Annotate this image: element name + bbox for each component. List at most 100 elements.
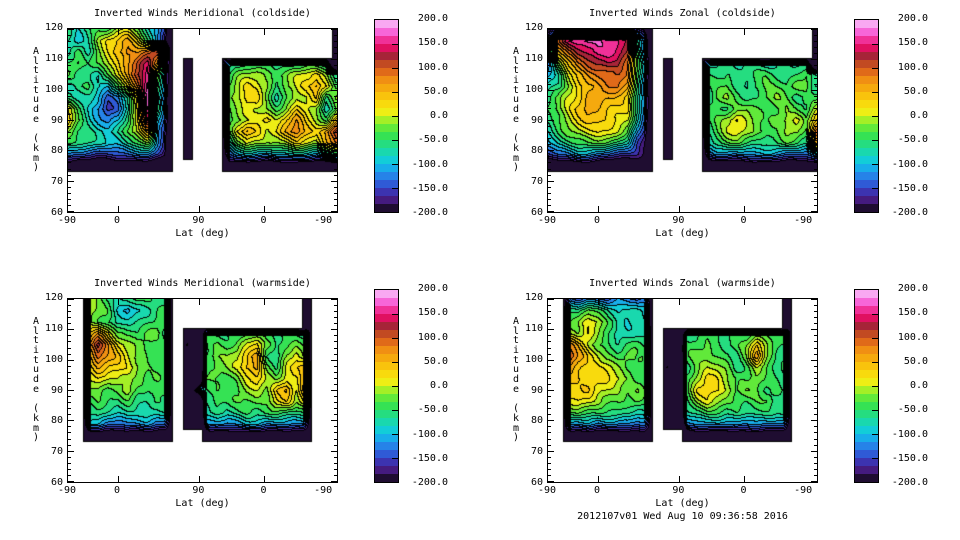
colorbar-band	[855, 450, 878, 458]
y-major-tick	[811, 360, 817, 361]
y-axis-title-char: )	[32, 162, 40, 174]
x-tick-label: 0	[113, 485, 121, 496]
colorbar-band	[375, 354, 398, 362]
x-major-tick	[679, 476, 680, 482]
y-minor-tick	[814, 366, 817, 367]
colorbar-band	[855, 338, 878, 346]
colorbar-band	[855, 68, 878, 76]
y-major-tick	[811, 390, 817, 391]
plot-title: Inverted Winds Zonal (warmside)	[589, 278, 776, 289]
y-minor-tick	[814, 457, 817, 458]
y-minor-tick	[814, 53, 817, 54]
y-major-tick	[548, 59, 554, 60]
y-minor-tick	[68, 463, 71, 464]
colorbar-tick	[392, 116, 398, 117]
y-major-tick	[68, 299, 74, 300]
colorbar-band	[375, 132, 398, 140]
colorbar-band	[375, 362, 398, 370]
y-axis-title-char: d	[32, 374, 40, 386]
y-axis-title-char: m	[512, 152, 520, 164]
colorbar-tick-label: 0.0	[429, 380, 448, 391]
colorbar	[854, 289, 879, 483]
colorbar-band	[375, 338, 398, 346]
y-minor-tick	[814, 408, 817, 409]
colorbar-band	[375, 140, 398, 148]
colorbar-tick	[392, 92, 398, 93]
colorbar-band	[855, 394, 878, 402]
x-tick-label: -90	[314, 215, 333, 226]
y-major-tick	[331, 390, 337, 391]
y-minor-tick	[334, 354, 337, 355]
x-major-tick	[744, 476, 745, 482]
x-major-tick	[598, 29, 599, 35]
colorbar-band	[375, 164, 398, 172]
y-minor-tick	[548, 384, 551, 385]
colorbar-band	[375, 108, 398, 116]
colorbar-band	[855, 188, 878, 196]
y-minor-tick	[814, 378, 817, 379]
y-major-tick	[68, 59, 74, 60]
y-minor-tick	[548, 193, 551, 194]
y-minor-tick	[334, 193, 337, 194]
y-major-tick	[811, 211, 817, 212]
colorbar-tick	[392, 338, 398, 339]
y-minor-tick	[548, 144, 551, 145]
y-minor-tick	[68, 162, 71, 163]
y-major-tick	[68, 390, 74, 391]
colorbar-tick-label: -50.0	[417, 404, 448, 416]
colorbar-tick	[872, 92, 878, 93]
y-major-tick	[548, 420, 554, 421]
y-minor-tick	[548, 463, 551, 464]
y-minor-tick	[814, 126, 817, 127]
colorbar-band	[375, 346, 398, 354]
y-minor-tick	[548, 348, 551, 349]
y-major-tick	[331, 59, 337, 60]
colorbar	[854, 19, 879, 213]
y-minor-tick	[334, 341, 337, 342]
x-tick-label: 0	[260, 215, 267, 226]
colorbar-tick-label: -50.0	[897, 134, 928, 146]
y-minor-tick	[548, 408, 551, 409]
x-major-tick	[199, 299, 200, 305]
colorbar-tick-label: 50.0	[903, 355, 928, 367]
colorbar-tick	[872, 44, 878, 45]
y-minor-tick	[548, 126, 551, 127]
colorbar-band	[375, 76, 398, 84]
y-minor-tick	[814, 445, 817, 446]
y-major-tick	[331, 150, 337, 151]
y-minor-tick	[814, 402, 817, 403]
y-tick-label: 70	[530, 176, 543, 188]
colorbar-band	[855, 204, 878, 212]
y-minor-tick	[814, 138, 817, 139]
colorbar-band	[375, 418, 398, 426]
y-minor-tick	[334, 96, 337, 97]
y-tick-label: 60	[50, 477, 63, 488]
y-minor-tick	[334, 408, 337, 409]
colorbar-tick	[392, 458, 398, 459]
y-minor-tick	[334, 348, 337, 349]
y-minor-tick	[548, 71, 551, 72]
y-minor-tick	[814, 108, 817, 109]
colorbar-band	[855, 442, 878, 450]
plot-title: Inverted Winds Zonal (coldside)	[589, 8, 776, 19]
y-minor-tick	[334, 463, 337, 464]
y-axis-title-char: t	[32, 335, 40, 347]
colorbar-tick-label: 100.0	[417, 61, 448, 73]
y-minor-tick	[334, 144, 337, 145]
colorbar-band	[375, 426, 398, 434]
y-tick-label: 120	[44, 22, 63, 33]
y-minor-tick	[548, 47, 551, 48]
colorbar-band	[855, 164, 878, 172]
colorbar-tick-label: -200.0	[891, 477, 928, 488]
y-minor-tick	[68, 354, 71, 355]
x-major-tick	[264, 476, 265, 482]
y-major-tick	[68, 211, 74, 212]
colorbar-tick-label: 100.0	[897, 331, 928, 343]
contour-canvas	[68, 299, 337, 482]
y-minor-tick	[68, 205, 71, 206]
y-minor-tick	[814, 41, 817, 42]
plot-frame	[67, 28, 338, 213]
